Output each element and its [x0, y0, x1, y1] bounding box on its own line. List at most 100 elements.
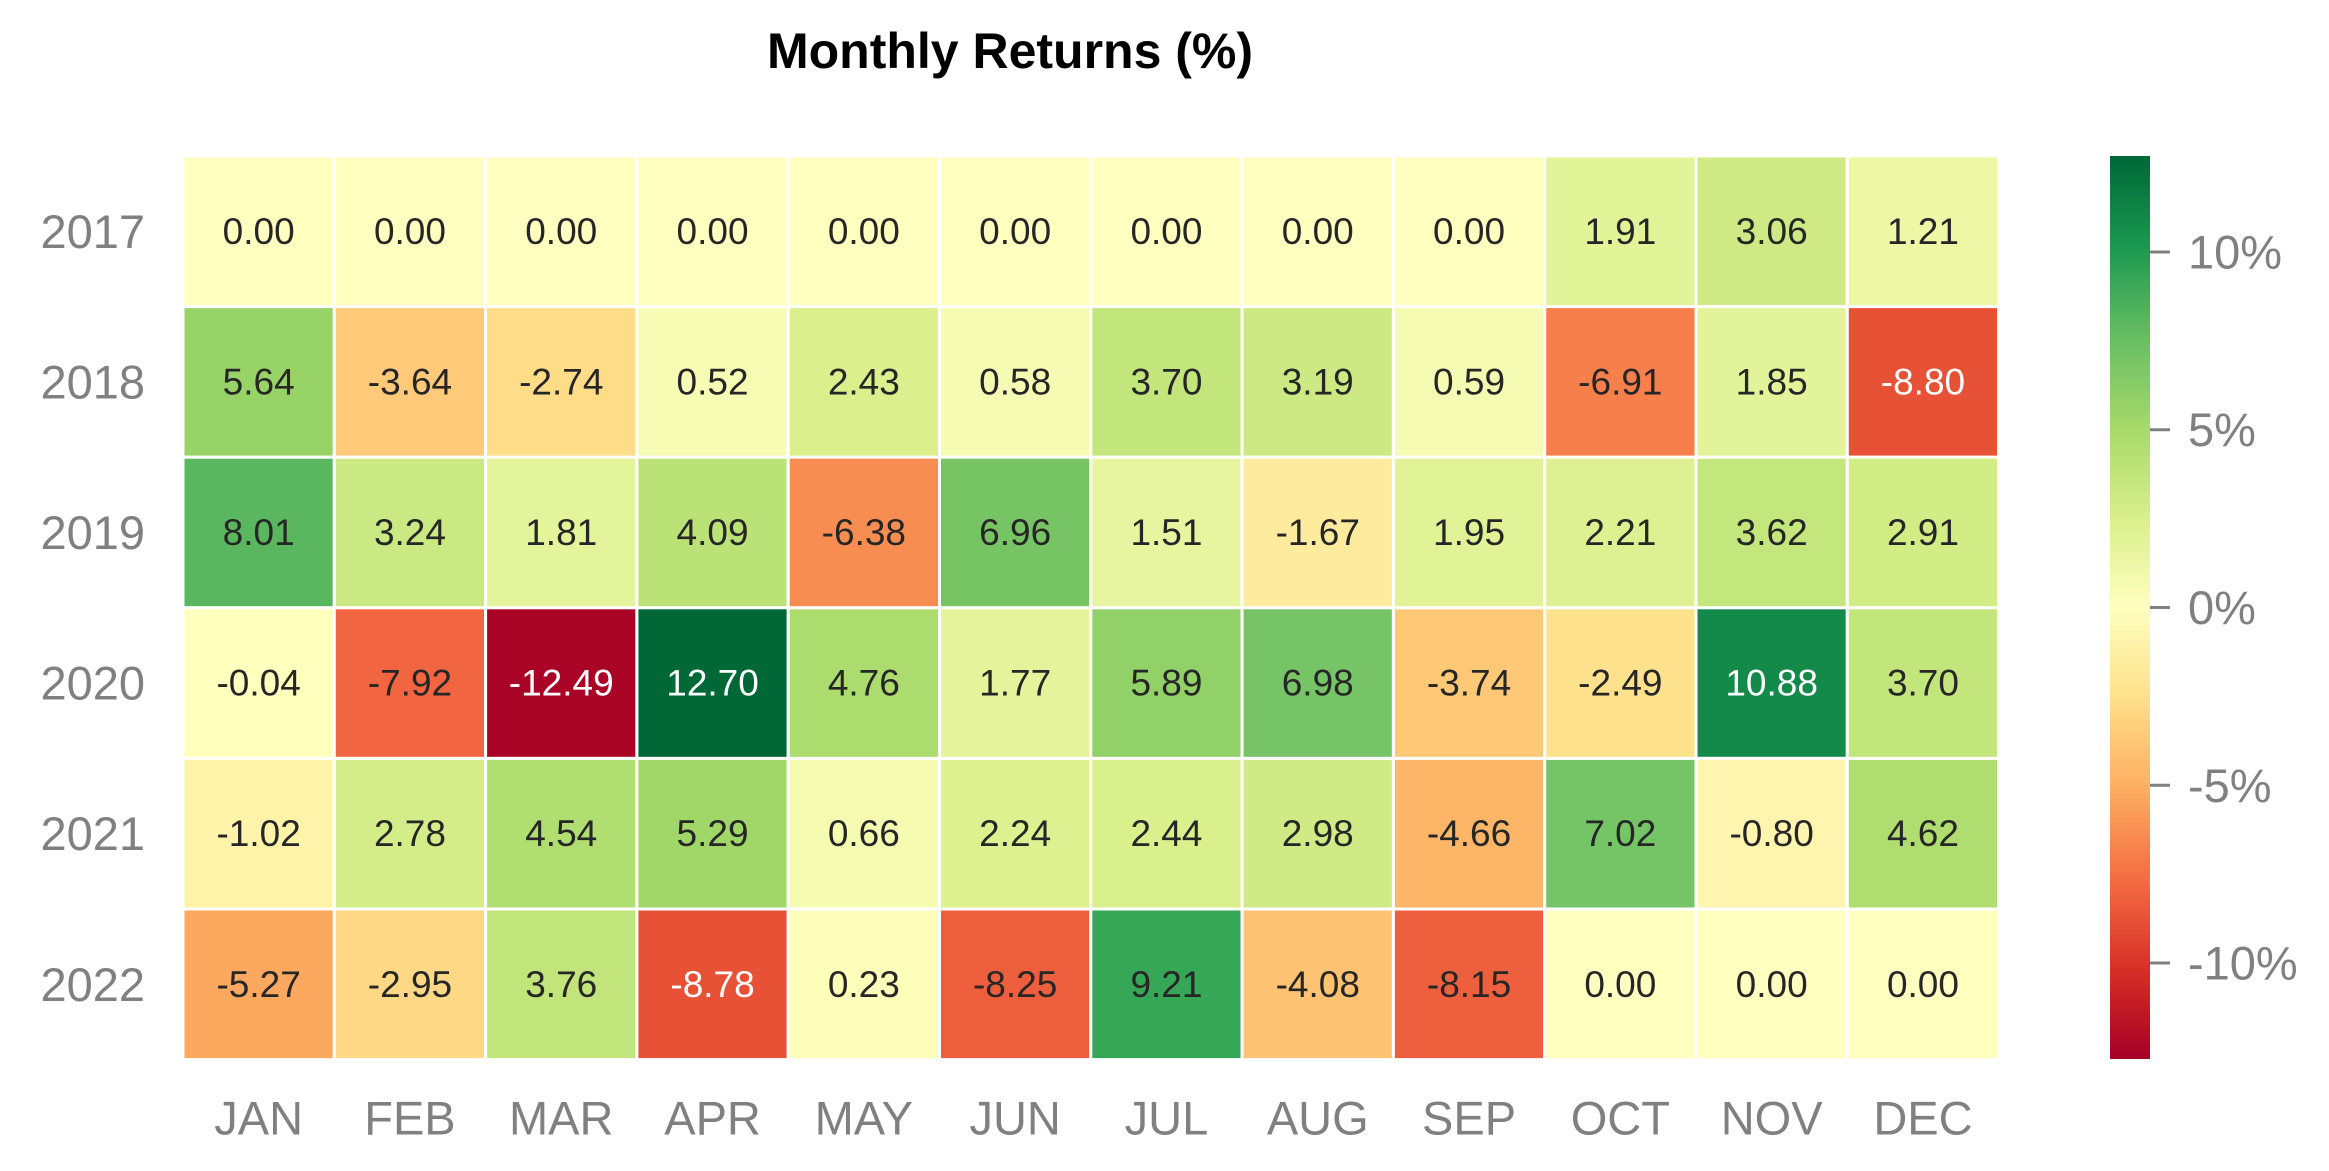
colorbar-tick-label: 5% [2188, 403, 2256, 456]
cell-value-label: 2.43 [828, 361, 900, 402]
year-tick-label: 2017 [40, 205, 145, 258]
month-tick-label: JUL [1125, 1092, 1209, 1145]
heatmap-cell [938, 907, 1093, 1062]
heatmap-cell [1845, 455, 2001, 610]
heatmap-cell [1694, 907, 1849, 1062]
cell-value-label: -2.49 [1578, 663, 1662, 704]
cell-value-label: 5.29 [677, 813, 749, 854]
cell-value-label: -2.74 [519, 361, 603, 402]
month-axis: JAN FEB MAR APR MAY JUN JUL AUG SEP OCT NOV DEC [214, 1092, 1972, 1145]
heatmap-cell [1089, 907, 1244, 1062]
cell-value-label: 5.64 [223, 361, 295, 402]
heatmap-cell [1240, 154, 1395, 309]
cell-value-label: 3.62 [1736, 512, 1808, 553]
cell-value-label: 0.00 [525, 211, 597, 252]
heatmap-cell [332, 756, 488, 911]
cell-value-label: 8.01 [223, 512, 295, 553]
year-tick-label: 2019 [40, 506, 145, 559]
cell-value-label: 5.89 [1130, 663, 1202, 704]
cell-value-label: 0.00 [677, 211, 749, 252]
cell-value-label: 0.00 [1433, 211, 1505, 252]
year-tick-label: 2022 [40, 958, 145, 1011]
chart-title: Monthly Returns (%) [766, 23, 1254, 79]
month-tick-label: NOV [1721, 1092, 1824, 1145]
colorbar-tick-label: 10% [2188, 225, 2282, 278]
cell-value-label: 1.85 [1736, 361, 1808, 402]
heatmap-cell [1845, 907, 2001, 1062]
cell-value-label: 2.44 [1130, 813, 1202, 854]
cell-value-label: 9.21 [1130, 964, 1202, 1005]
colorbar-gradient [2110, 156, 2150, 1059]
cell-value-label: -3.74 [1427, 663, 1511, 704]
cell-value-label: 0.00 [1584, 964, 1656, 1005]
year-tick-label: 2021 [40, 807, 145, 860]
cell-value-label: 3.76 [525, 964, 597, 1005]
cell-value-label: 2.98 [1282, 813, 1354, 854]
heatmap-cell [938, 756, 1093, 911]
cell-value-label: 0.23 [828, 964, 900, 1005]
cell-value-label: -5.27 [216, 964, 300, 1005]
heatmap-cell [786, 455, 942, 610]
month-tick-label: DEC [1873, 1092, 1972, 1145]
cell-value-label: 10.88 [1725, 663, 1818, 704]
heatmap-cell [484, 154, 639, 309]
cell-value-label: 2.21 [1584, 512, 1656, 553]
heatmap-cell [635, 907, 790, 1062]
cell-value-label: 3.19 [1282, 361, 1354, 402]
heatmap-cell [181, 455, 336, 610]
heatmap-cell [332, 455, 488, 610]
heatmap-cell [484, 756, 639, 911]
cell-value-label: -12.49 [509, 663, 614, 704]
heatmap-cell [1089, 305, 1244, 459]
cell-value-label: -6.38 [822, 512, 906, 553]
heatmap-cell [1391, 907, 1547, 1062]
cell-value-label: 4.62 [1887, 813, 1959, 854]
month-tick-label: FEB [364, 1092, 455, 1145]
heatmap-cell [1543, 756, 1698, 911]
cell-value-label: -8.15 [1427, 964, 1511, 1005]
cell-value-label: -3.64 [368, 361, 452, 402]
cell-value-label: 0.59 [1433, 361, 1505, 402]
year-tick-label: 2020 [40, 657, 145, 710]
heatmap-cell [1845, 305, 2001, 459]
heatmap-cell [1543, 154, 1698, 309]
cell-value-label: -1.67 [1276, 512, 1360, 553]
heatmap-cell [1543, 305, 1698, 459]
colorbar-tick-label: 0% [2188, 581, 2256, 634]
heatmap-cell [1845, 606, 2001, 760]
colorbar-tick-label: -5% [2188, 759, 2272, 812]
cell-value-label: -8.78 [670, 964, 754, 1005]
cell-value-label: 1.91 [1584, 211, 1656, 252]
heatmap-cell [938, 455, 1093, 610]
heatmap-cell [635, 305, 790, 459]
cell-value-label: 4.76 [828, 663, 900, 704]
cell-value-label: 0.58 [979, 361, 1051, 402]
cell-value-label: 1.51 [1130, 512, 1202, 553]
cell-value-label: -4.66 [1427, 813, 1511, 854]
cell-value-label: -6.91 [1578, 361, 1662, 402]
month-tick-label: OCT [1571, 1092, 1670, 1145]
heatmap-cell [1694, 455, 1849, 610]
cell-value-label: -8.80 [1881, 361, 1965, 402]
heatmap-cell [332, 154, 488, 309]
cell-value-label: 6.98 [1282, 663, 1354, 704]
cell-value-label: 0.00 [1736, 964, 1808, 1005]
cell-value-label: 1.77 [979, 663, 1051, 704]
heatmap-cell [484, 907, 639, 1062]
cell-value-label: 1.95 [1433, 512, 1505, 553]
cell-value-label: -7.92 [368, 663, 452, 704]
heatmap-cell [1845, 154, 2001, 309]
cell-value-label: 0.66 [828, 813, 900, 854]
cell-value-label: 3.06 [1736, 211, 1808, 252]
cell-value-label: -0.80 [1729, 813, 1813, 854]
heatmap-cell [1240, 606, 1395, 760]
heatmap-cell [1240, 907, 1395, 1062]
cell-value-label: -2.95 [368, 964, 452, 1005]
year-axis: 2017 2018 2019 2020 2021 2022 [40, 205, 145, 1011]
cell-value-label: 0.00 [223, 211, 295, 252]
heatmap-cell [1391, 606, 1547, 760]
colorbar-tick-label: -10% [2188, 937, 2298, 990]
heatmap-cell [786, 305, 942, 459]
cell-value-label: 0.52 [677, 361, 749, 402]
